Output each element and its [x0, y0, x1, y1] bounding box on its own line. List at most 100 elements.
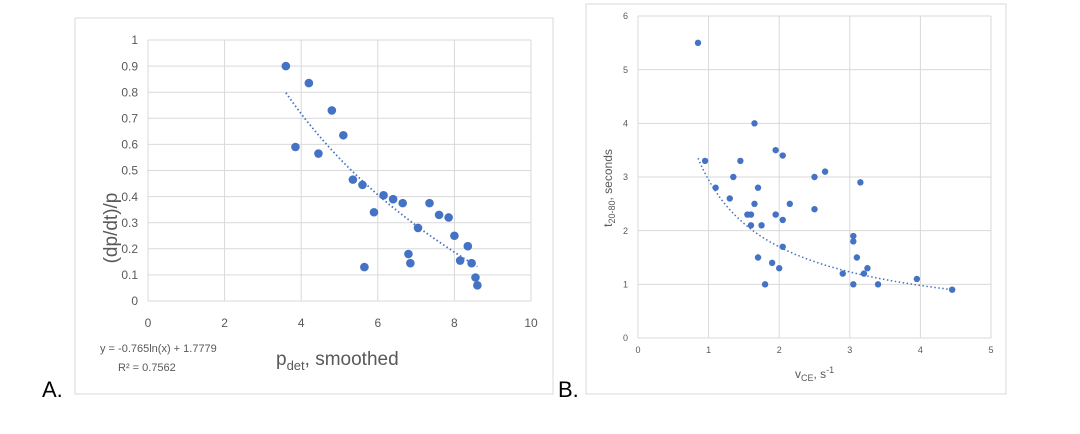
chart-b-x-tick-label: 0	[635, 345, 640, 355]
chart-b-y-tick-label: 6	[623, 11, 628, 21]
chart-b-point	[913, 275, 921, 283]
chart-a-point	[358, 180, 367, 190]
chart-a-x-axis-label: pdet, smoothed	[276, 349, 399, 373]
chart-a-x-tick-label: 2	[221, 316, 228, 330]
chart-b-point	[811, 206, 818, 213]
chart-a-point	[281, 61, 291, 71]
chart-b-point	[839, 270, 846, 277]
chart-b-point	[712, 184, 719, 191]
chart-a-y-tick-label: 0.7	[121, 112, 138, 126]
chart-a-y-tick-label: 0.5	[121, 164, 138, 178]
chart-a-point	[291, 142, 300, 152]
chart-a-x-tick-label: 6	[374, 316, 381, 330]
chart-a-y-tick-label: 0.4	[121, 190, 138, 204]
chart-b-x-label-main: v	[795, 367, 801, 381]
chart-a-trendline	[285, 92, 478, 268]
chart-b-point	[754, 184, 762, 191]
chart-a-point	[388, 194, 398, 204]
chart-a-point	[413, 223, 423, 233]
chart-a-point	[434, 210, 444, 220]
chart-a-x-tick-label: 8	[451, 316, 458, 330]
chart-a-y-tick-label: 0.1	[121, 268, 138, 282]
chart-a-x-label-main: p	[276, 349, 287, 370]
chart-b-point	[772, 211, 779, 218]
chart-b-point	[864, 265, 871, 272]
chart-b-point	[747, 222, 755, 229]
chart-b-trendline	[697, 157, 953, 291]
chart-b-point	[811, 173, 818, 181]
chart-b-point	[779, 152, 786, 159]
chart-b-y-tick-label: 4	[623, 118, 628, 128]
chart-a-y-tick-label: 0.9	[121, 59, 138, 73]
chart-b-point	[874, 281, 882, 288]
chart-a-point	[455, 256, 465, 265]
chart-b-x-tick-label: 3	[847, 345, 852, 355]
chart-b: 0 1 2 3 4 5 6 0 1 2 3 4 5	[623, 11, 994, 355]
chart-b-point	[730, 173, 737, 181]
chart-b-point	[948, 286, 956, 293]
chart-a-y-tick-label: 1	[131, 33, 138, 47]
chart-b-y-axis-label: t20-80, seconds	[601, 149, 617, 227]
chart-b-point	[694, 39, 702, 47]
chart-a-point	[348, 175, 358, 184]
chart-b-point	[853, 254, 861, 261]
chart-b-point	[860, 270, 868, 277]
chart-b-point	[751, 120, 758, 127]
chart-b-x-axis-label: vCE, s-1	[795, 365, 834, 383]
chart-a-y-tick-label: 0	[131, 294, 138, 308]
chart-a: 00.10.20.30.40.50.60.70.80.910 2 4 6 8 10	[121, 33, 538, 330]
chart-a-y-tick-label: 0.8	[121, 85, 138, 99]
chart-b-y-tick-label: 5	[623, 65, 628, 75]
chart-b-x-tick-label: 2	[777, 345, 782, 355]
chart-a-point	[327, 106, 337, 115]
chart-b-x-label-rest: , s	[814, 367, 827, 381]
chart-a-x-tick-label: 10	[524, 316, 538, 330]
chart-a-y-axis-label: (dp/dt)/p	[101, 193, 122, 264]
chart-b-point	[772, 146, 779, 154]
chart-b-point	[751, 200, 758, 208]
chart-b-point	[776, 265, 783, 272]
chart-b-y-label-sub: 20-80	[607, 201, 617, 224]
chart-a-point	[471, 273, 480, 282]
chart-b-y-label-main: t	[601, 223, 615, 227]
chart-a-y-tick-label: 0.3	[121, 216, 138, 230]
chart-b-x-label-sup: -1	[826, 365, 834, 375]
chart-a-r-squared: R² = 0.7562	[118, 362, 176, 374]
chart-a-y-tick-label: 0.6	[121, 138, 138, 152]
chart-a-point	[450, 231, 459, 241]
chart-a-point	[314, 149, 323, 158]
chart-b-y-tick-label: 3	[623, 172, 628, 182]
chart-b-point	[850, 281, 857, 288]
chart-b-point	[737, 157, 744, 165]
chart-b-point	[747, 211, 755, 218]
chart-a-point	[406, 258, 415, 268]
chart-b-point	[754, 254, 762, 261]
chart-a-point	[369, 207, 379, 217]
chart-a-point	[463, 241, 473, 251]
chart-a-point	[339, 130, 348, 140]
chart-b-x-tick-label: 5	[988, 345, 993, 355]
chart-a-x-tick-label: 4	[298, 316, 305, 330]
chart-b-point	[761, 281, 769, 288]
chart-b-x-tick-label: 1	[706, 345, 711, 355]
chart-a-point	[304, 78, 314, 88]
chart-a-point	[473, 281, 482, 290]
panel-b-frame	[585, 3, 1007, 395]
chart-a-point	[379, 190, 388, 200]
chart-b-point	[768, 259, 776, 267]
chart-b-point	[726, 195, 733, 202]
chart-b-point	[701, 157, 709, 165]
chart-b-point	[850, 238, 857, 245]
chart-a-point	[425, 198, 434, 208]
chart-a-x-label-rest: , smoothed	[305, 349, 399, 370]
panel-label-a: A.	[42, 377, 63, 402]
chart-b-y-label-rest: , seconds	[601, 149, 615, 200]
chart-a-point	[467, 258, 476, 268]
chart-b-point	[758, 222, 765, 229]
chart-b-point	[821, 168, 829, 175]
chart-a-trendline-equation: y = -0.765ln(x) + 1.7779	[100, 343, 217, 355]
chart-b-y-tick-label: 0	[623, 333, 628, 343]
chart-b-x-tick-label: 4	[918, 345, 923, 355]
